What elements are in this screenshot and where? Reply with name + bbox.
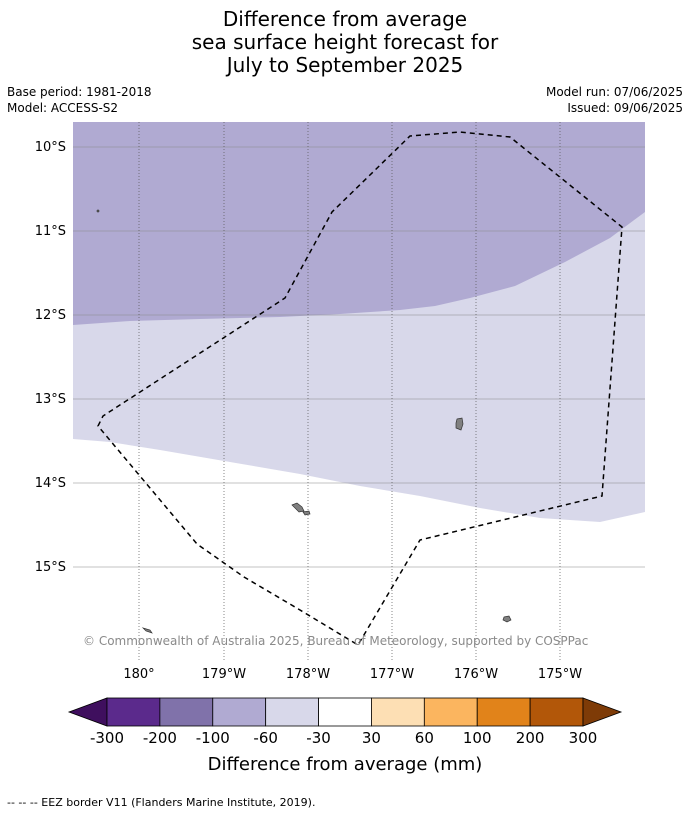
island-e xyxy=(141,627,153,634)
lat-labels: 10°S 11°S 12°S 13°S 14°S 15°S xyxy=(35,140,66,575)
lon-label: 180° xyxy=(123,667,154,682)
colorbar-swatch xyxy=(318,697,372,727)
colorbar-tick-label: -60 xyxy=(253,729,278,747)
island-f xyxy=(96,209,100,213)
lat-label: 15°S xyxy=(35,560,66,575)
lat-label: 12°S xyxy=(35,308,66,323)
colorbar-swatch xyxy=(423,697,478,727)
lat-label: 11°S xyxy=(35,224,66,239)
lat-label: 10°S xyxy=(35,140,66,155)
lat-gridlines xyxy=(73,146,645,568)
lon-label: 177°W xyxy=(370,667,414,682)
islands xyxy=(96,209,512,634)
colorbar-swatch xyxy=(159,697,214,727)
issued-label: Issued: 09/06/2025 xyxy=(567,101,683,115)
colorbar-tick-label: -200 xyxy=(143,729,177,747)
colorbar-swatch xyxy=(106,697,161,727)
colorbar-extend-low xyxy=(67,697,108,727)
model-label: Model: ACCESS-S2 xyxy=(7,101,119,115)
meta-right: Model run: 07/06/2025 Issued: 09/06/2025 xyxy=(546,84,683,116)
colorbar-tick-label: -30 xyxy=(306,729,331,747)
map-title: Difference from average sea surface heig… xyxy=(0,8,690,77)
colorbar-swatch xyxy=(529,697,584,727)
lat-label: 13°S xyxy=(35,392,66,407)
island-a xyxy=(455,417,464,431)
colorbar-swatch xyxy=(476,697,531,727)
lon-label: 179°W xyxy=(202,667,246,682)
eez-border xyxy=(97,131,623,647)
title-line-1: Difference from average xyxy=(222,7,468,31)
colorbar-tick-label: -300 xyxy=(90,729,124,747)
colorbar-swatch xyxy=(371,697,425,727)
base-period-label: Base period: 1981-2018 xyxy=(7,85,152,99)
lon-label: 176°W xyxy=(454,667,498,682)
colorbar: -300 -200 -100 -60 -30 30 60 100 200 300 xyxy=(67,697,623,747)
colorbar-tick-label: -100 xyxy=(196,729,230,747)
colorbar-tick-label: 200 xyxy=(516,729,545,747)
lat-label: 14°S xyxy=(35,476,66,491)
model-run-label: Model run: 07/06/2025 xyxy=(545,85,683,99)
lon-label: 175°W xyxy=(538,667,582,682)
eez-legend-note: -- -- -- EEZ border V11 (Flanders Marine… xyxy=(7,796,316,809)
colorbar-tick-label: 60 xyxy=(415,729,434,747)
title-line-3: July to September 2025 xyxy=(226,53,464,77)
island-b xyxy=(291,502,305,513)
colorbar-swatch xyxy=(265,697,319,727)
colorbar-tick-label: 30 xyxy=(362,729,381,747)
island-c xyxy=(302,510,311,516)
colorbar-tick-label: 300 xyxy=(569,729,598,747)
meta-left: Base period: 1981-2018 Model: ACCESS-S2 xyxy=(7,84,152,116)
lon-label: 178°W xyxy=(286,667,330,682)
map-plot-area: © Commonwealth of Australia 2025, Bureau… xyxy=(73,122,645,660)
colorbar-title: Difference from average (mm) xyxy=(208,754,483,775)
copyright-text: © Commonwealth of Australia 2025, Bureau… xyxy=(83,634,588,648)
island-d xyxy=(502,615,512,623)
title-line-2: sea surface height forecast for xyxy=(191,30,499,54)
colorbar-tick-label: 100 xyxy=(463,729,492,747)
lon-labels: 180° 179°W 178°W 177°W 176°W 175°W xyxy=(123,667,582,682)
band-minus-100-60 xyxy=(73,122,645,325)
colorbar-extend-high xyxy=(582,697,623,727)
colorbar-swatch xyxy=(212,697,267,727)
